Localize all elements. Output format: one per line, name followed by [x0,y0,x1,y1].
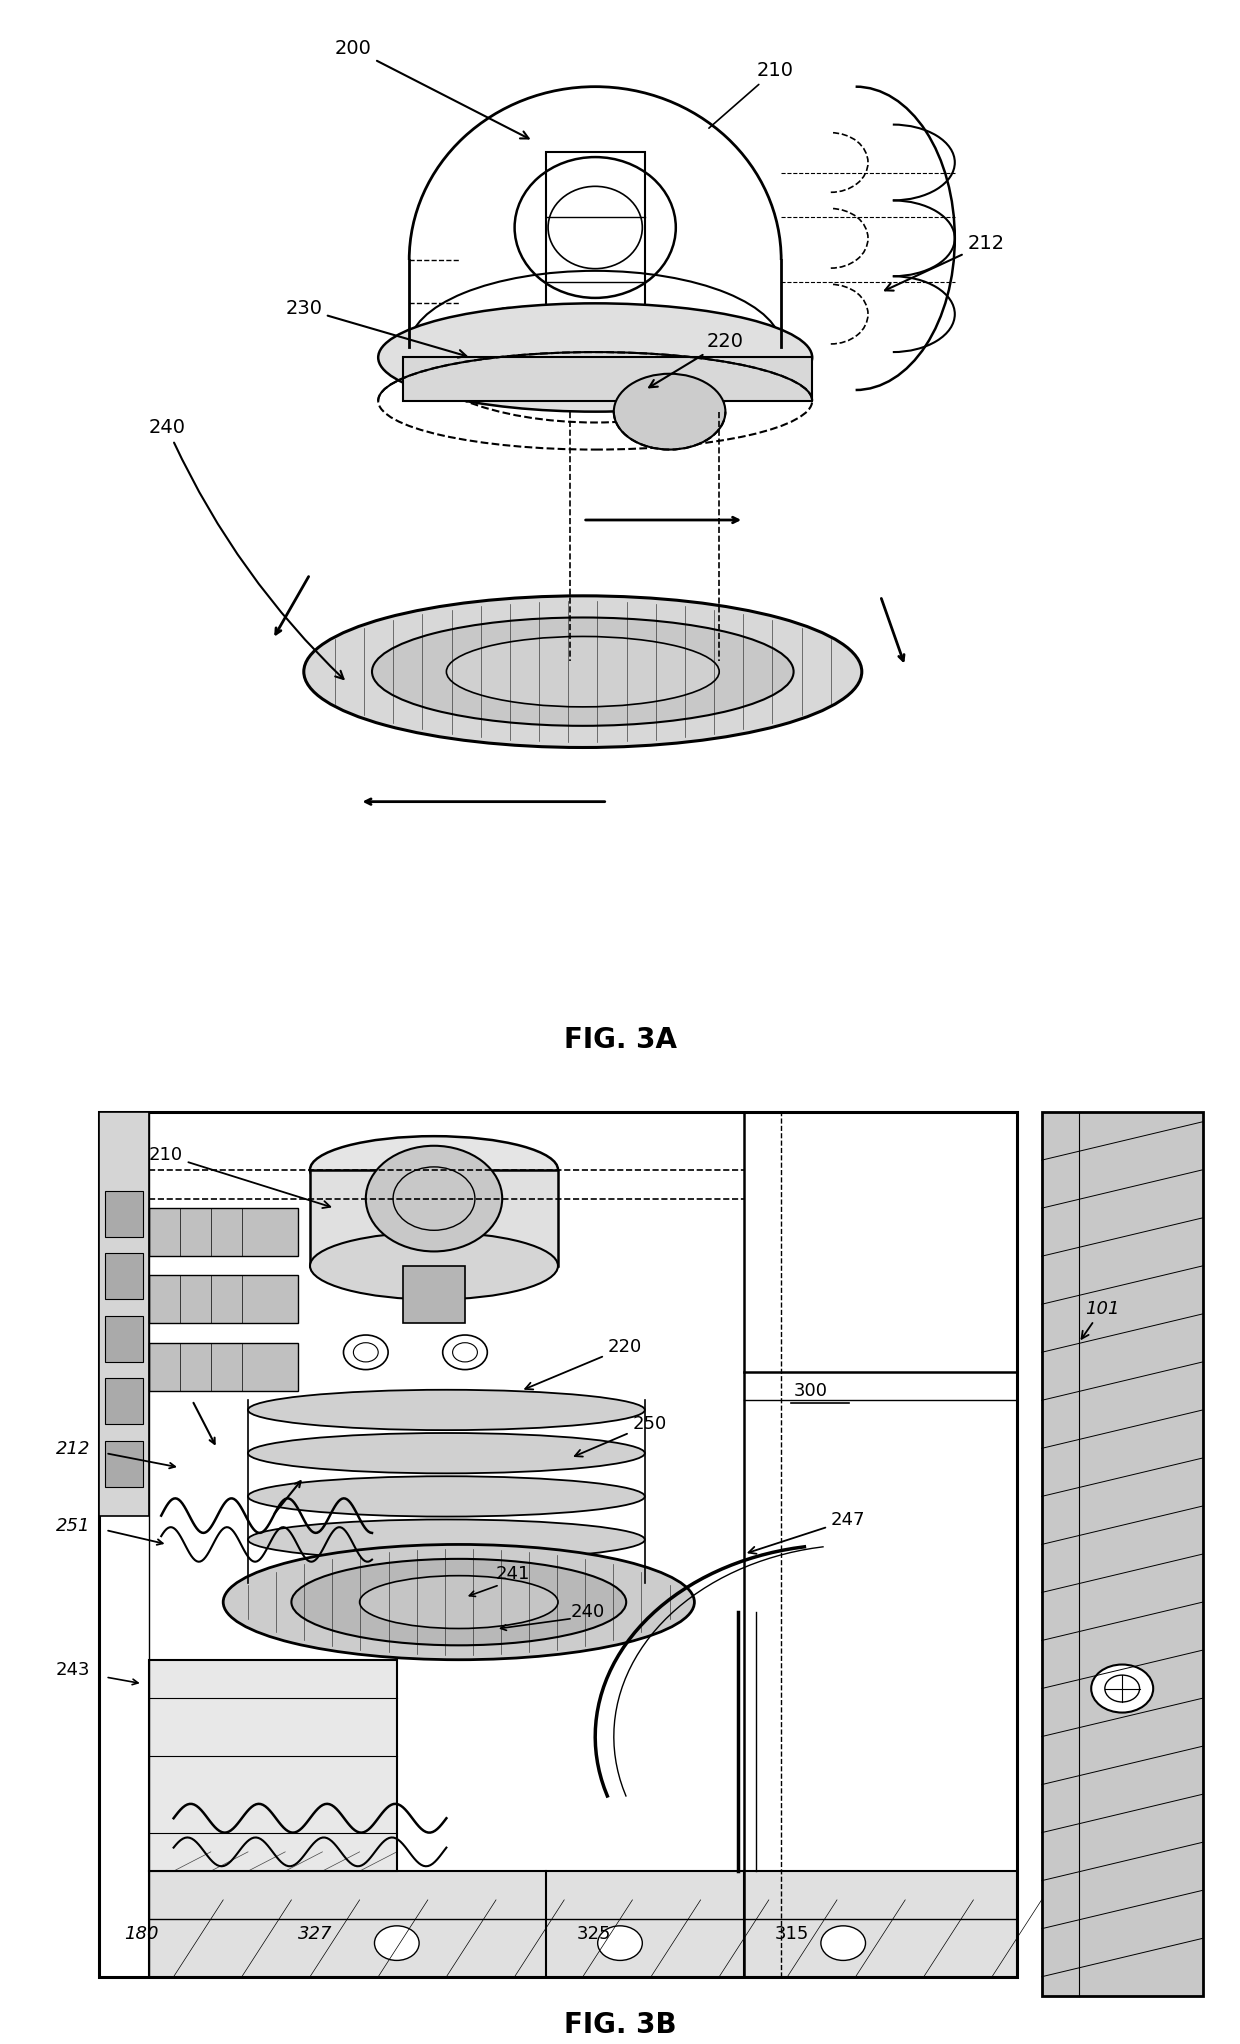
Ellipse shape [223,1545,694,1660]
Text: 212: 212 [885,235,1004,290]
Text: 243: 243 [56,1662,91,1678]
Text: 101: 101 [1081,1300,1120,1339]
Polygon shape [310,1169,558,1265]
Polygon shape [149,1343,298,1390]
Polygon shape [105,1253,143,1300]
Polygon shape [1042,1112,1203,1995]
Text: 250: 250 [575,1414,667,1457]
Text: 200: 200 [335,39,528,139]
Polygon shape [105,1378,143,1425]
Text: 220: 220 [650,331,744,388]
Ellipse shape [614,374,725,450]
Text: 327: 327 [298,1925,332,1944]
Ellipse shape [248,1564,645,1602]
Ellipse shape [248,1390,645,1431]
Polygon shape [105,1441,143,1486]
Text: 240: 240 [570,1602,605,1621]
Ellipse shape [310,1233,558,1300]
Text: FIG. 3A: FIG. 3A [563,1026,677,1055]
Ellipse shape [372,617,794,726]
Text: 180: 180 [124,1925,159,1944]
Polygon shape [149,1870,1017,1977]
Polygon shape [99,1112,149,1517]
Text: 210: 210 [149,1147,330,1208]
Text: 210: 210 [709,61,794,129]
Text: 240: 240 [149,419,343,679]
Text: 325: 325 [577,1925,611,1944]
Text: 315: 315 [775,1925,810,1944]
Circle shape [366,1147,502,1251]
Ellipse shape [304,597,862,748]
Ellipse shape [378,303,812,411]
Polygon shape [403,1265,465,1325]
Circle shape [650,309,689,341]
Circle shape [1091,1664,1153,1713]
Text: 241: 241 [496,1566,531,1582]
Ellipse shape [446,636,719,707]
Polygon shape [149,1208,298,1257]
Ellipse shape [248,1433,645,1474]
Circle shape [598,1925,642,1960]
Text: 220: 220 [526,1339,642,1390]
Ellipse shape [360,1576,558,1629]
Ellipse shape [291,1560,626,1645]
Polygon shape [403,358,812,401]
Text: 212: 212 [56,1439,91,1457]
Text: 230: 230 [285,298,466,358]
Ellipse shape [248,1476,645,1517]
Ellipse shape [248,1519,645,1560]
Circle shape [489,309,528,341]
Circle shape [821,1925,866,1960]
Circle shape [443,1335,487,1369]
Text: FIG. 3B: FIG. 3B [564,2011,676,2038]
Polygon shape [105,1192,143,1237]
Text: 247: 247 [749,1511,866,1553]
Text: 251: 251 [56,1517,91,1535]
Polygon shape [149,1660,397,1870]
Circle shape [343,1335,388,1369]
Text: 300: 300 [794,1382,827,1400]
Ellipse shape [310,1136,558,1204]
Polygon shape [105,1316,143,1361]
Circle shape [374,1925,419,1960]
Polygon shape [149,1275,298,1325]
